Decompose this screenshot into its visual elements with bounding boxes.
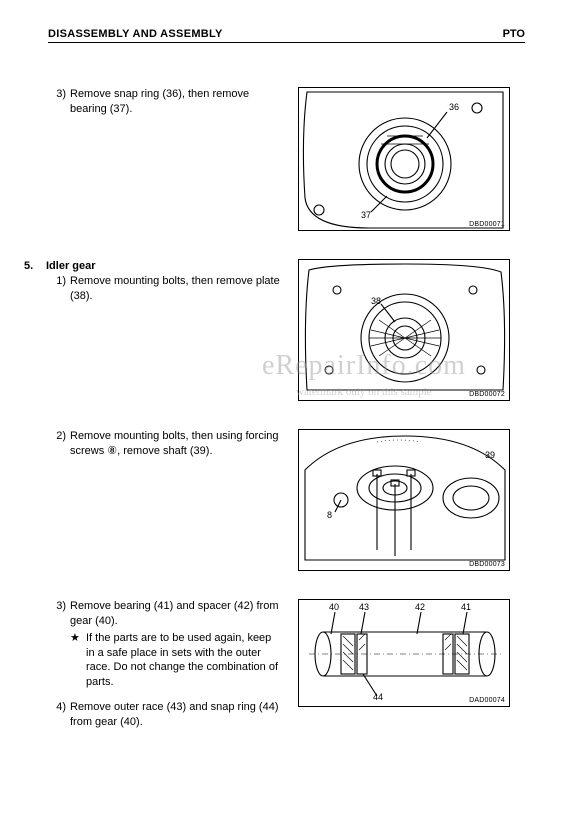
page-header: DISASSEMBLY AND ASSEMBLY PTO (48, 28, 525, 43)
figure-1: 36 37 DBD00071 (298, 87, 510, 231)
callout-44: 44 (373, 692, 383, 702)
callout-40: 40 (329, 602, 339, 612)
callout-39: 39 (485, 450, 495, 460)
figure-2: 38 DBD00072 (298, 259, 510, 401)
figure-label: DBD00073 (469, 561, 505, 568)
section-number: 5. (24, 259, 46, 274)
callout-38: 38 (371, 296, 381, 306)
figure-label: DBD00071 (469, 221, 505, 228)
header-section-code: PTO (503, 28, 525, 40)
step-number: 4) (48, 700, 70, 730)
step-text: Remove bearing (41) and spacer (42) from… (70, 600, 278, 627)
step-number: 3) (48, 599, 70, 690)
step-number: 2) (48, 429, 70, 459)
callout-41: 41 (461, 602, 471, 612)
step-text: Remove mounting bolts, then remove plate… (70, 274, 280, 304)
step-text: Remove snap ring (36), then remove beari… (70, 87, 280, 117)
figure-label: DAD00074 (469, 697, 505, 704)
figure-3: 8 39 DBD00073 (298, 429, 510, 571)
callout-37: 37 (361, 210, 371, 220)
figure-label: DBD00072 (469, 391, 505, 398)
callout-43: 43 (359, 602, 369, 612)
step-note: If the parts are to be used again, keep … (86, 631, 280, 690)
header-section-title: DISASSEMBLY AND ASSEMBLY (48, 28, 223, 40)
callout-42: 42 (415, 602, 425, 612)
callout-8: 8 (327, 510, 332, 520)
step-text: Remove mounting bolts, then using forcin… (70, 429, 280, 459)
star-icon: ★ (70, 631, 86, 690)
step-text: Remove outer race (43) and snap ring (44… (70, 700, 280, 730)
figure-4: 40 43 42 41 44 DAD00074 (298, 599, 510, 707)
section-title: Idler gear (46, 259, 96, 274)
step-number: 1) (48, 274, 70, 304)
callout-36: 36 (449, 102, 459, 112)
step-number: 3) (48, 87, 70, 117)
